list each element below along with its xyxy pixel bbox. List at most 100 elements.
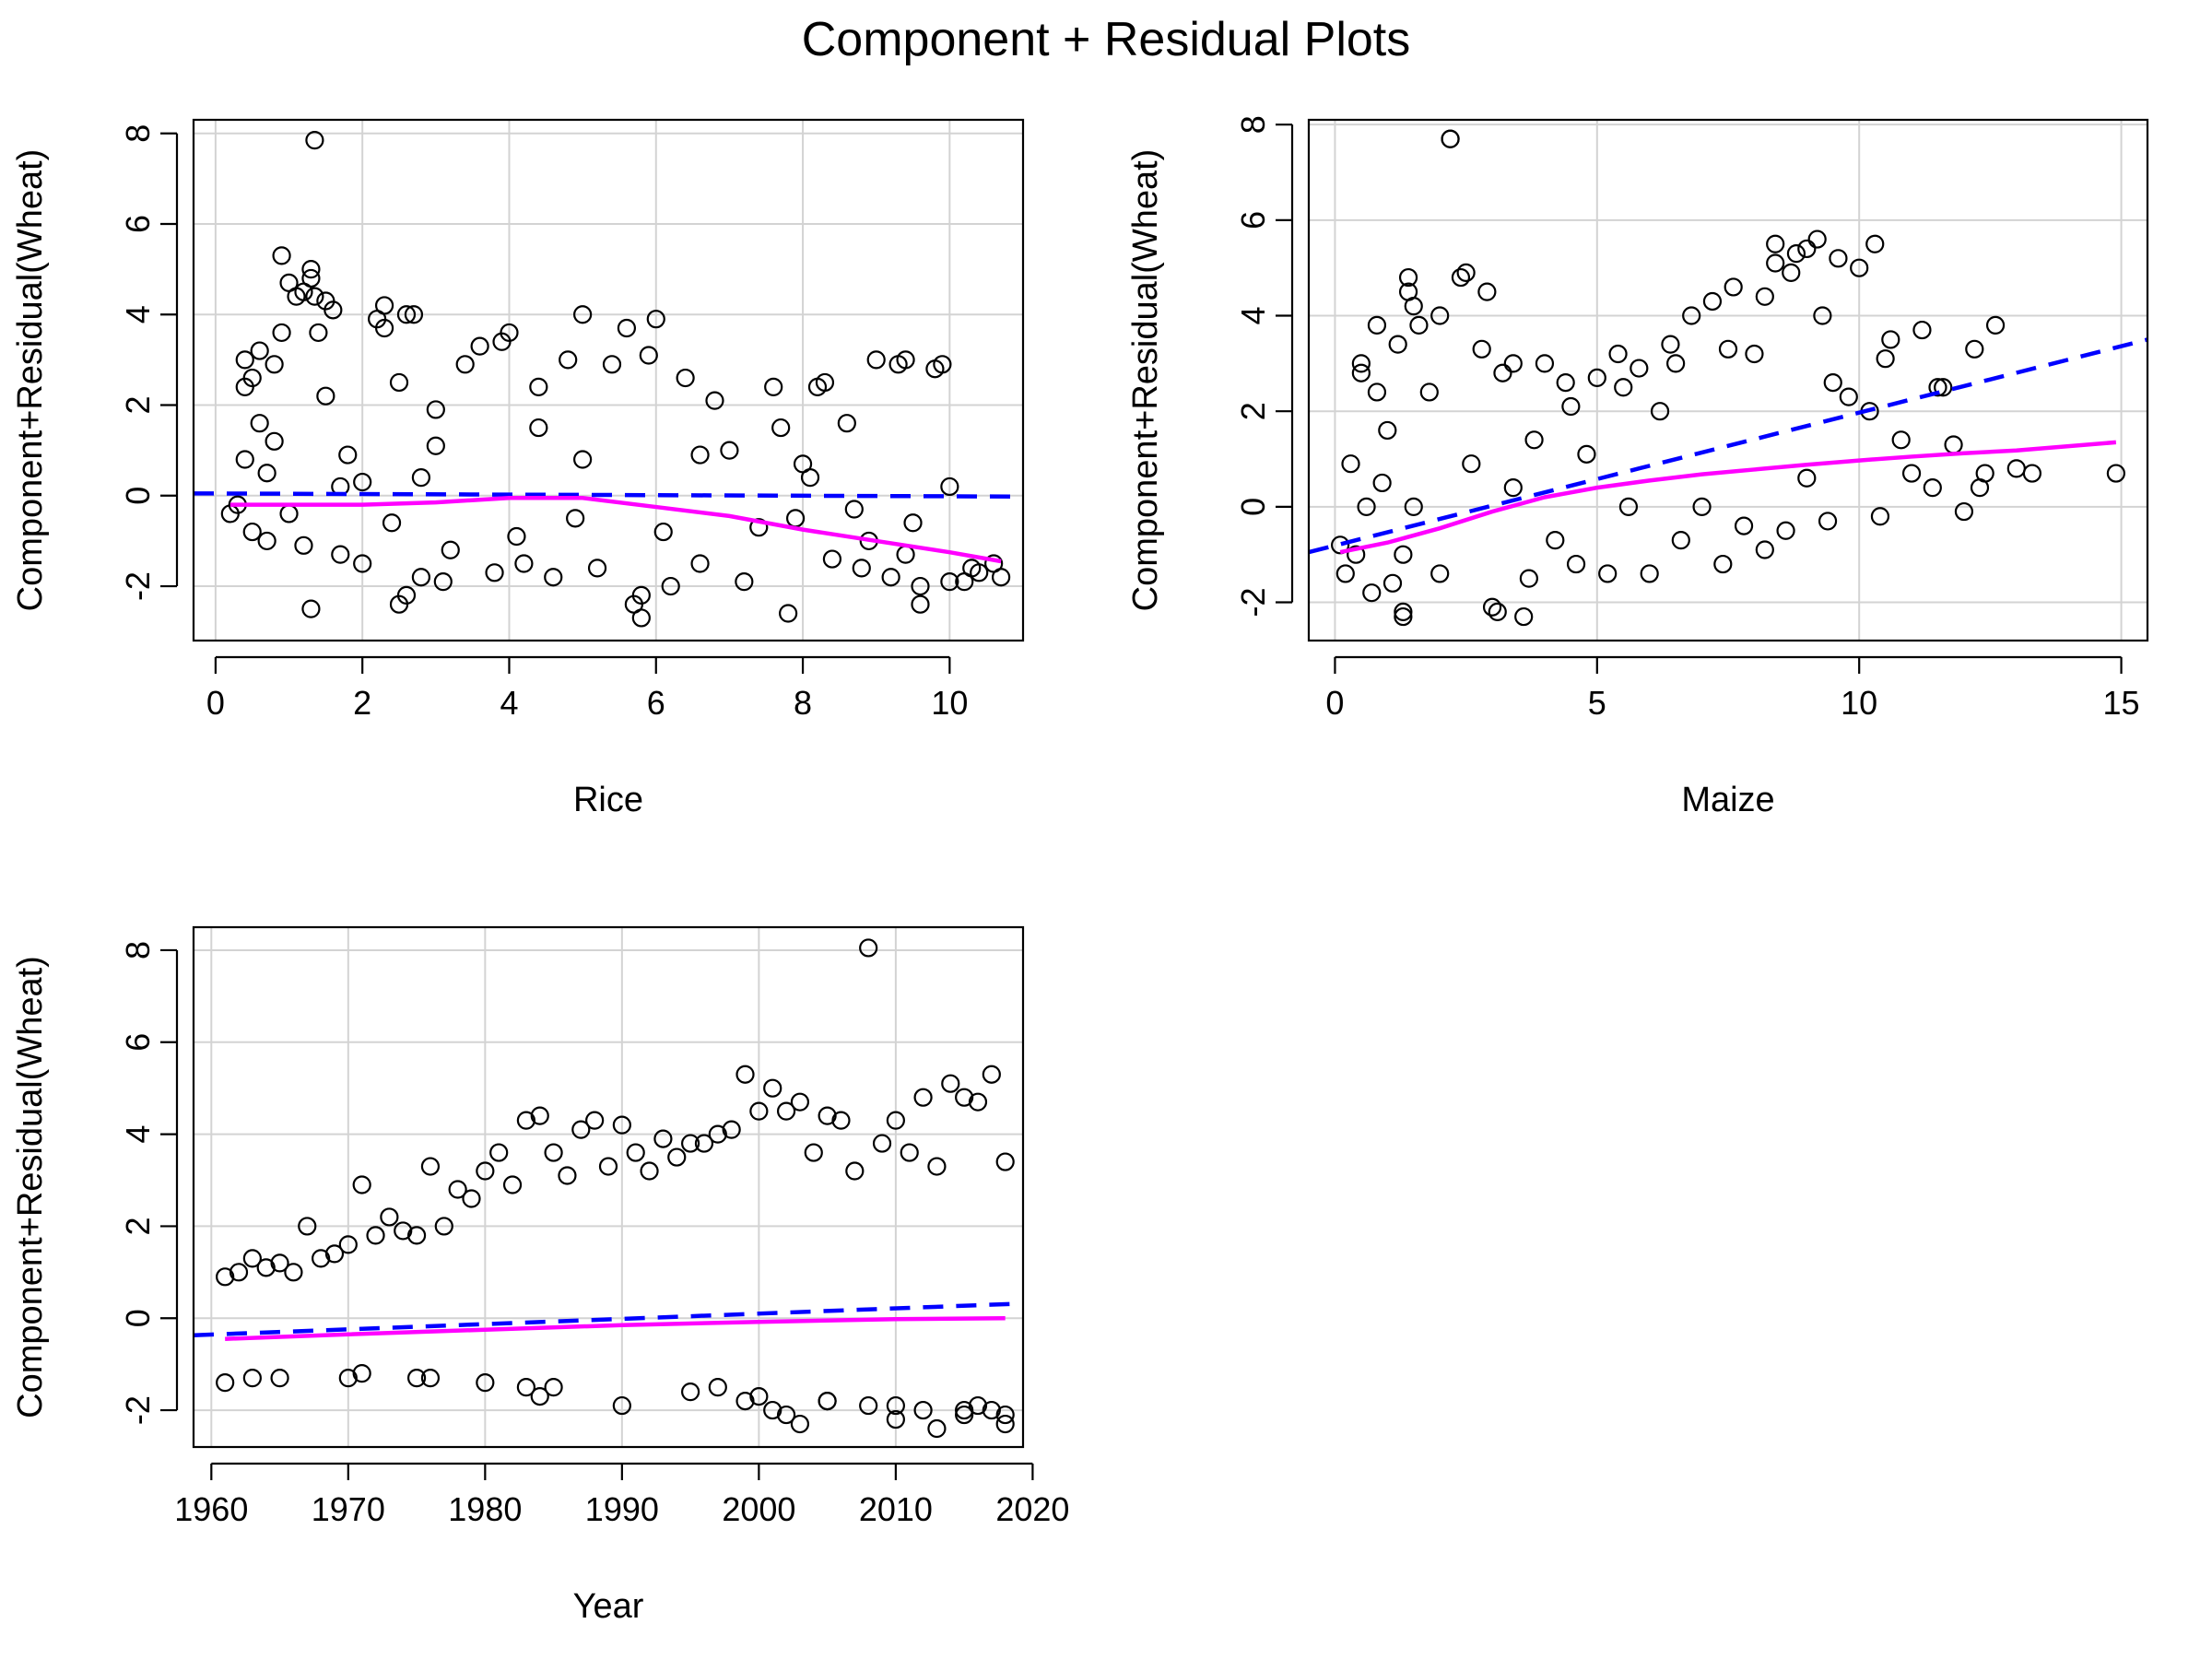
data-point [886, 1111, 905, 1130]
data-point [2022, 464, 2041, 483]
data-point [1394, 545, 1413, 564]
x-tick-label: 6 [647, 684, 665, 722]
data-point [489, 1143, 509, 1162]
data-point [265, 431, 284, 451]
data-point [492, 332, 512, 351]
data-point [426, 436, 445, 455]
data-point [1797, 468, 1817, 488]
smooth-fit-line [225, 1315, 1006, 1341]
data-point [448, 1180, 467, 1199]
data-point [903, 513, 923, 533]
data-point [516, 1378, 535, 1397]
data-point [382, 513, 402, 533]
data-point [558, 1166, 577, 1185]
data-point [235, 450, 254, 469]
data-point [708, 1378, 727, 1397]
data-point [1493, 363, 1512, 382]
data-point [676, 368, 695, 388]
data-point [404, 305, 424, 324]
data-point [982, 1065, 1001, 1084]
data-point [1388, 335, 1407, 354]
data-point [530, 1106, 549, 1125]
linear-fit-line [194, 491, 1023, 500]
x-axis: 0 5 10 15 Maize [1325, 655, 2140, 819]
data-point [927, 1418, 947, 1439]
data-point [927, 1157, 947, 1176]
points-series [220, 131, 1011, 628]
data-point [888, 355, 908, 374]
data-point [639, 346, 658, 365]
y-axis-label: Component+Residual(Wheat) [11, 149, 50, 612]
data-point [881, 568, 900, 587]
x-tick-label: 15 [2103, 684, 2140, 722]
data-point [1514, 606, 1534, 627]
data-point [631, 608, 651, 628]
data-point [859, 1395, 878, 1416]
data-point [502, 1175, 523, 1194]
data-point [955, 1400, 974, 1420]
data-point [1430, 306, 1450, 325]
y-tick-label: 6 [119, 1033, 157, 1052]
data-point [1561, 396, 1581, 417]
y-axis: -2 0 2 4 6 8 Component+Residual(Wheat) [1126, 115, 1294, 618]
plot-frame [192, 925, 1025, 1449]
data-point [338, 445, 358, 465]
y-tick-label: -2 [119, 571, 157, 601]
data-point [681, 1382, 700, 1402]
data-point [749, 1386, 769, 1406]
y-tick-label: 2 [119, 396, 157, 415]
data-point [571, 1120, 591, 1139]
x-tick-label: 1990 [585, 1490, 659, 1528]
y-tick-label: 0 [119, 487, 157, 505]
data-point [1818, 512, 1838, 531]
data-point [968, 1092, 988, 1112]
x-tick-label: 0 [1325, 684, 1344, 722]
data-point [476, 1373, 495, 1393]
y-tick-label: 6 [119, 215, 157, 233]
data-point [1970, 478, 1990, 498]
data-point [544, 1378, 563, 1397]
data-point [1755, 540, 1774, 559]
data-point [1524, 430, 1544, 450]
data-point [270, 1369, 289, 1388]
x-tick-label: 1980 [448, 1490, 522, 1528]
data-point [2106, 464, 2125, 483]
data-point [1630, 359, 1649, 378]
data-point [1965, 339, 1984, 359]
data-point [1671, 531, 1690, 550]
panel-rice: 0 2 4 6 8 10 Rice -2 0 2 4 6 8 Component+Residual(Whe… [11, 118, 1025, 819]
data-point [1614, 378, 1633, 397]
data-point [776, 1101, 796, 1121]
data-point [955, 1088, 974, 1107]
data-point [1351, 363, 1371, 382]
x-tick-label: 5 [1588, 684, 1606, 722]
data-point [1394, 606, 1413, 627]
data-point [722, 1120, 741, 1139]
data-point [394, 1221, 413, 1241]
x-tick-label: 4 [500, 684, 518, 722]
data-point [831, 1111, 851, 1130]
data-point [353, 554, 372, 573]
data-point [1331, 535, 1350, 555]
x-tick-label: 10 [931, 684, 968, 722]
data-point [800, 468, 820, 488]
data-point [305, 131, 324, 150]
linear-fit-line [1309, 337, 2147, 555]
data-point [617, 318, 637, 338]
data-point [1394, 602, 1413, 621]
data-point [301, 260, 321, 279]
panel-maize: 0 5 10 15 Maize -2 0 2 4 6 8 Component+Residual(Whe… [1126, 115, 2149, 819]
x-axis-label: Rice [573, 781, 643, 819]
data-point [420, 1157, 441, 1176]
data-point [374, 318, 394, 338]
data-point [1934, 378, 1953, 397]
data-point [735, 572, 754, 592]
data-point [776, 1405, 796, 1425]
data-point [1382, 573, 1403, 593]
data-point [995, 1414, 1015, 1434]
data-point [845, 1161, 865, 1181]
data-point [257, 531, 276, 551]
data-point [265, 355, 284, 374]
data-point [1718, 339, 1738, 359]
data-point [1829, 249, 1848, 268]
